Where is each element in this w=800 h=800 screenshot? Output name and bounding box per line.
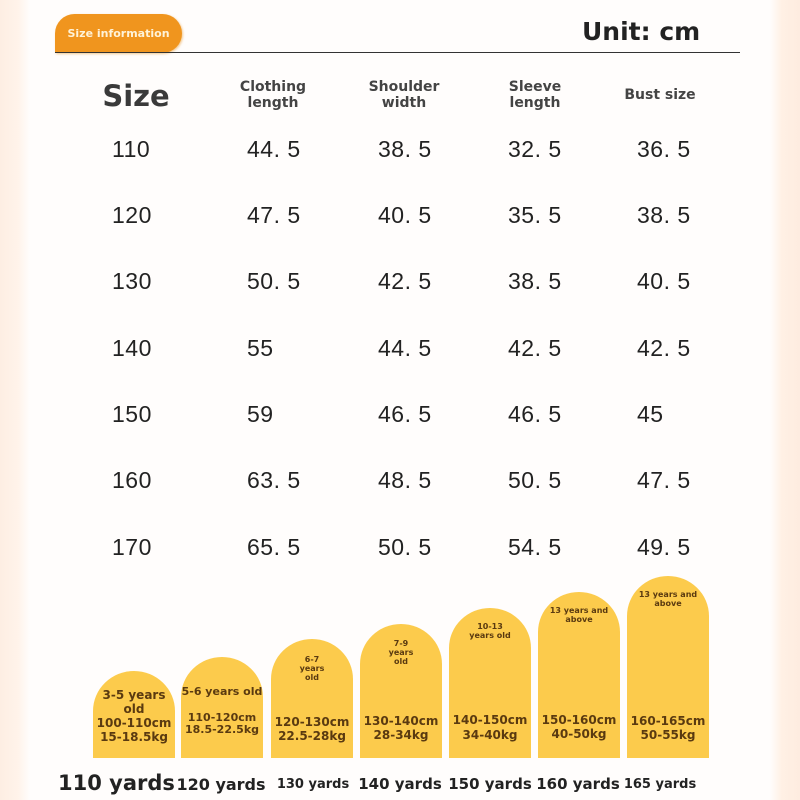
size-guide-card-120: 5-6 years old 110-120cm 18.5-22.5kg	[181, 657, 263, 758]
header-line: Clothing	[239, 79, 307, 95]
table-cell: 32. 5	[508, 136, 562, 162]
table-cell: 170	[112, 534, 152, 560]
size-guide-card-150: 10-13 years old 140-150cm 34-40kg	[449, 608, 531, 758]
size-guide-card-165: 13 years and above 160-165cm 50-55kg	[627, 576, 709, 758]
header-line: Sleeve	[508, 79, 562, 95]
table-cell: 59	[247, 401, 274, 427]
table-cell: 120	[112, 202, 152, 228]
table-cell: 42. 5	[378, 268, 432, 294]
age-range: 7-9 years old	[388, 639, 414, 666]
table-cell: 42. 5	[637, 335, 691, 361]
weight-range: 40-50kg	[551, 727, 607, 741]
age-range: 5-6 years old	[181, 685, 263, 698]
yard-label: 130 yards	[276, 777, 350, 792]
header-line: length	[247, 95, 299, 111]
column-header-clothing-length: Clothing length	[225, 79, 321, 111]
size-information-tag: Size information	[55, 14, 182, 53]
header-line: width	[381, 95, 427, 111]
column-header-size: Size	[102, 79, 170, 113]
header-line: length	[509, 95, 561, 111]
table-cell: 50. 5	[378, 534, 432, 560]
table-cell: 38. 5	[378, 136, 432, 162]
size-guide-card-110: 3-5 years old 100-110cm 15-18.5kg	[93, 671, 175, 758]
weight-range: 28-34kg	[373, 728, 429, 742]
yard-label: 165 yards	[623, 777, 697, 792]
table-cell: 47. 5	[247, 202, 301, 228]
age-range: 3-5 years old	[102, 688, 166, 716]
weight-range: 50-55kg	[640, 728, 696, 742]
table-cell: 38. 5	[508, 268, 562, 294]
table-cell: 49. 5	[637, 534, 691, 560]
table-cell: 40. 5	[378, 202, 432, 228]
table-cell: 46. 5	[508, 401, 562, 427]
table-cell: 42. 5	[508, 335, 562, 361]
table-cell: 40. 5	[637, 268, 691, 294]
yard-label: 120 yards	[176, 775, 266, 794]
weight-range: 15-18.5kg	[100, 730, 168, 744]
table-cell: 35. 5	[508, 202, 562, 228]
table-cell: 110	[112, 136, 151, 162]
height-range: 130-140cm	[363, 714, 439, 728]
table-cell: 47. 5	[637, 467, 691, 493]
height-range: 110-120cm	[187, 711, 257, 724]
header-divider	[55, 52, 740, 53]
column-header-sleeve-length: Sleeve length	[487, 79, 583, 111]
yard-label: 160 yards	[536, 775, 620, 793]
unit-label: Unit: cm	[582, 17, 701, 46]
table-cell: 50. 5	[247, 268, 301, 294]
table-cell: 44. 5	[378, 335, 432, 361]
table-cell: 150	[112, 401, 152, 427]
table-cell: 54. 5	[508, 534, 562, 560]
table-cell: 140	[112, 335, 152, 361]
age-range: 10-13 years old	[469, 622, 511, 640]
table-cell: 48. 5	[378, 467, 432, 493]
table-cell: 45	[637, 401, 664, 427]
left-border-decoration	[0, 0, 30, 800]
weight-range: 22.5-28kg	[278, 729, 346, 743]
age-range: 13 years and above	[638, 590, 698, 608]
weight-range: 18.5-22.5kg	[184, 723, 260, 736]
height-range: 120-130cm	[274, 715, 350, 729]
table-cell: 130	[112, 268, 152, 294]
table-cell: 63. 5	[247, 467, 301, 493]
size-guide-card-140: 7-9 years old 130-140cm 28-34kg	[360, 624, 442, 758]
yard-label: 150 yards	[448, 775, 532, 793]
table-cell: 65. 5	[247, 534, 301, 560]
weight-range: 34-40kg	[462, 728, 518, 742]
table-cell: 46. 5	[378, 401, 432, 427]
yard-label: 110 yards	[58, 771, 175, 795]
size-guide-card-160: 13 years and above 150-160cm 40-50kg	[538, 592, 620, 758]
height-range: 100-110cm	[96, 716, 172, 730]
yard-label: 140 yards	[358, 775, 442, 793]
table-cell: 36. 5	[637, 136, 691, 162]
right-border-decoration	[770, 0, 800, 800]
age-range: 6-7 years old	[299, 655, 325, 682]
tag-label: Size information	[67, 27, 170, 40]
table-cell: 55	[247, 335, 274, 361]
height-range: 160-165cm	[630, 714, 706, 728]
table-cell: 44. 5	[247, 136, 301, 162]
column-header-bust-size: Bust size	[624, 87, 696, 103]
table-cell: 50. 5	[508, 467, 562, 493]
height-range: 140-150cm	[452, 713, 528, 727]
table-cell: 160	[112, 467, 152, 493]
height-range: 150-160cm	[541, 713, 617, 727]
column-header-shoulder-width: Shoulder width	[356, 79, 452, 111]
header-line: Shoulder	[368, 79, 440, 95]
table-cell: 38. 5	[637, 202, 691, 228]
size-guide-card-130: 6-7 years old 120-130cm 22.5-28kg	[271, 639, 353, 758]
age-range: 13 years and above	[549, 606, 609, 624]
